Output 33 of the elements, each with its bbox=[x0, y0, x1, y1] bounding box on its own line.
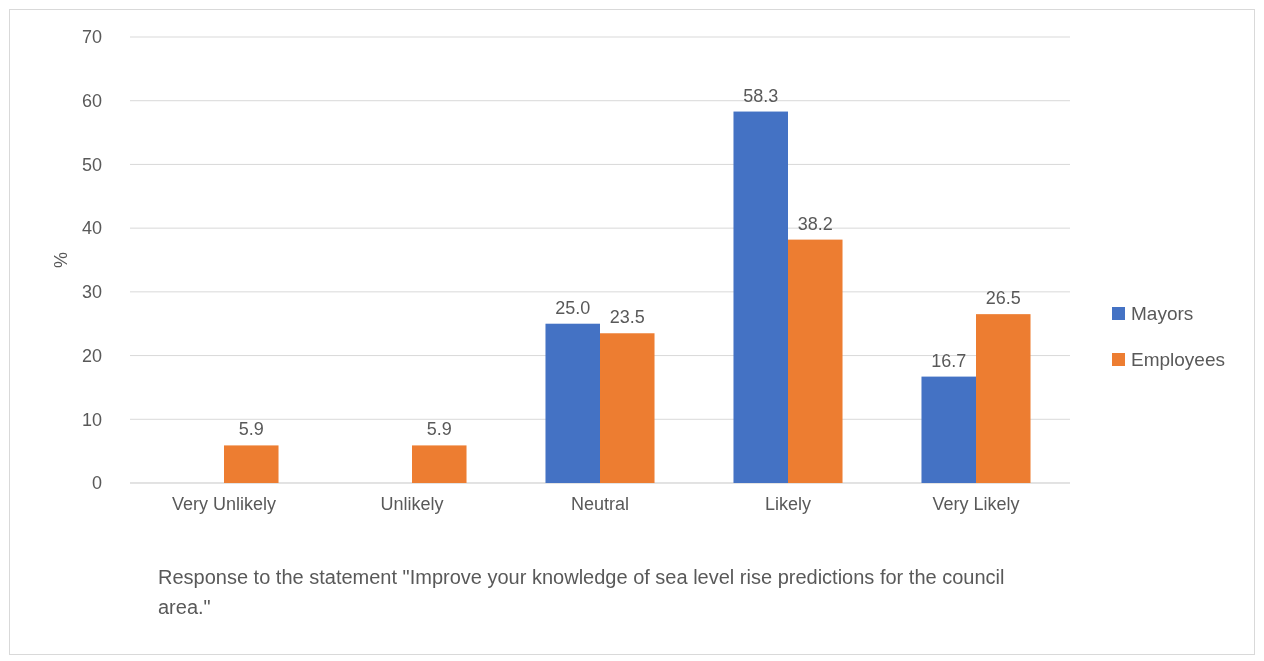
data-label: 26.5 bbox=[985, 288, 1021, 309]
y-tick-label: 50 bbox=[81, 154, 102, 175]
x-tick-label: Unlikely bbox=[380, 493, 444, 514]
data-label: 5.9 bbox=[238, 419, 264, 440]
y-tick-label: 10 bbox=[81, 409, 102, 430]
data-label: 16.7 bbox=[931, 350, 967, 371]
x-tick-label: Likely bbox=[764, 493, 812, 514]
data-label: 25.0 bbox=[555, 297, 591, 318]
data-label: 23.5 bbox=[609, 307, 645, 328]
legend-label: Mayors bbox=[1131, 303, 1194, 324]
y-tick-label: 40 bbox=[81, 218, 102, 239]
data-label: 38.2 bbox=[797, 213, 833, 234]
bar bbox=[788, 239, 843, 483]
x-axis-title: Response to the statement "Improve your knowledge of sea level rise predictions for the council area." bbox=[158, 566, 1005, 618]
y-tick-label: 20 bbox=[81, 345, 102, 366]
x-tick-label: Neutral bbox=[570, 493, 630, 514]
x-tick-label: Very Likely bbox=[932, 493, 1020, 514]
bar bbox=[412, 445, 467, 483]
bar bbox=[976, 314, 1031, 483]
data-label: 58.3 bbox=[743, 85, 779, 106]
y-tick-label: 0 bbox=[91, 473, 102, 494]
bar bbox=[545, 323, 600, 483]
y-tick-label: 70 bbox=[81, 27, 102, 48]
data-label: 5.9 bbox=[426, 419, 452, 440]
legend-label: Employees bbox=[1131, 349, 1225, 370]
x-tick-label: Very Unlikely bbox=[171, 493, 277, 514]
y-axis-title: % bbox=[51, 251, 71, 269]
bar bbox=[600, 333, 655, 483]
bar bbox=[921, 376, 976, 483]
bar bbox=[733, 111, 788, 483]
y-tick-label: 30 bbox=[81, 282, 102, 303]
bar bbox=[224, 445, 279, 483]
y-tick-label: 60 bbox=[81, 90, 102, 111]
